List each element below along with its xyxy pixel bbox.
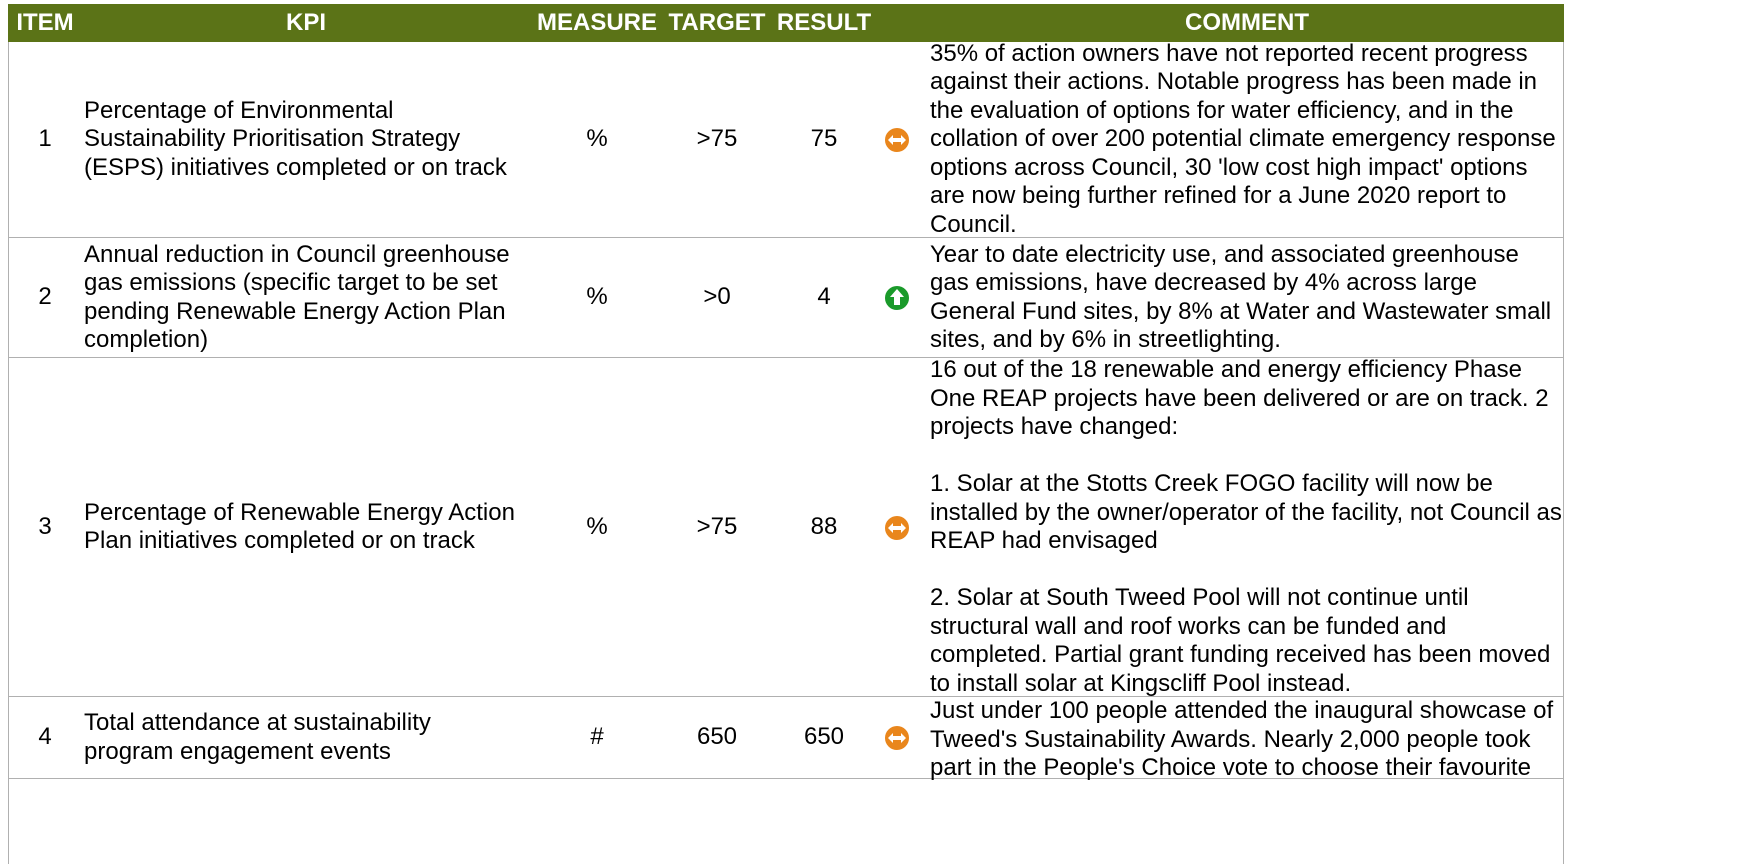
status-icon (884, 514, 910, 541)
item: 3 (38, 512, 52, 540)
measure: % (586, 283, 608, 311)
result-cell: 75 (772, 42, 876, 237)
measure: % (586, 512, 608, 540)
item-cell: 3 (8, 358, 82, 696)
kpi-cell: Annual reduction in Council greenhouse g… (84, 238, 524, 357)
measure-cell: % (532, 238, 662, 357)
comment-cell: 16 out of the 18 renewable and energy ef… (930, 356, 1562, 697)
target: >75 (696, 512, 738, 540)
result: 88 (810, 512, 838, 540)
table-row: 2 Annual reduction in Council greenhouse … (8, 238, 1564, 358)
item-cell: 1 (8, 42, 82, 237)
target-cell: >75 (662, 358, 772, 696)
kpi: Percentage of Renewable Energy Action Pl… (84, 498, 515, 555)
comment: 16 out of the 18 renewable and energy ef… (930, 356, 1562, 697)
result-cell: 88 (772, 358, 876, 696)
border (8, 42, 9, 864)
result: 4 (817, 283, 831, 311)
kpi-cell: Total attendance at sustainability progr… (84, 697, 524, 778)
target: >75 (696, 125, 738, 153)
item-cell: 4 (8, 697, 82, 778)
result: 75 (810, 125, 838, 153)
column-header: RESULT (776, 9, 872, 36)
kpi-cell: Percentage of Renewable Energy Action Pl… (84, 358, 524, 696)
measure-cell: % (532, 42, 662, 237)
kpi-cell: Percentage of Environmental Sustainabili… (84, 42, 524, 237)
comment-cell: Just under 100 people attended the inaug… (930, 697, 1562, 781)
kpi: Percentage of Environmental Sustainabili… (84, 96, 507, 181)
item-cell: 2 (8, 238, 82, 357)
column-header: TARGET (668, 9, 766, 36)
comment: 35% of action owners have not reported r… (930, 39, 1556, 238)
result-cell: 650 (772, 697, 876, 778)
result: 650 (803, 723, 845, 751)
target: 650 (696, 723, 738, 751)
target-cell: >75 (662, 42, 772, 237)
kpi: Annual reduction in Council greenhouse g… (84, 240, 510, 354)
status-icon (884, 127, 910, 153)
status-icon (884, 725, 910, 751)
comment: Just under 100 people attended the inaug… (930, 697, 1554, 781)
measure-cell: # (532, 697, 662, 778)
comment-cell: Year to date electricity use, and associ… (930, 238, 1562, 357)
measure: % (586, 125, 608, 153)
column-header: COMMENT (1185, 9, 1309, 36)
measure-cell: % (532, 358, 662, 696)
target-cell: >0 (662, 238, 772, 357)
comment: Year to date electricity use, and associ… (930, 240, 1552, 354)
column-header: KPI (285, 9, 326, 36)
status-icon (884, 285, 910, 311)
table-row: 4 Total attendance at sustainability prog… (8, 697, 1564, 781)
table-row: 1 Percentage of Environmental Sustainabil… (8, 39, 1564, 238)
column-header: MEASURE (536, 9, 657, 36)
comment-cell: 35% of action owners have not reported r… (930, 39, 1562, 238)
item: 1 (38, 125, 52, 153)
item: 2 (38, 283, 52, 311)
column-header: ITEM (16, 9, 74, 36)
item: 4 (38, 723, 52, 751)
kpi: Total attendance at sustainability progr… (84, 709, 431, 765)
measure: # (590, 723, 604, 751)
result-cell: 4 (772, 238, 876, 357)
header-bar (8, 4, 1564, 42)
target-cell: 650 (662, 697, 772, 778)
table-row: 3 Percentage of Renewable Energy Action P… (8, 356, 1564, 697)
target: >0 (703, 283, 731, 311)
border (1563, 42, 1564, 864)
